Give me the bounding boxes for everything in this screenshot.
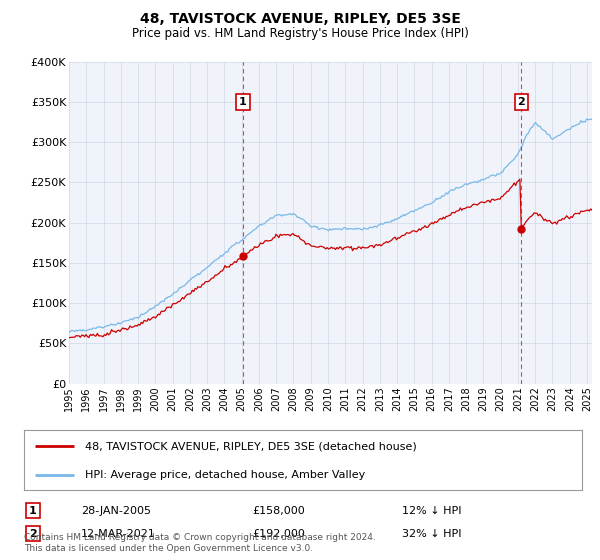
Text: Contains HM Land Registry data © Crown copyright and database right 2024.
This d: Contains HM Land Registry data © Crown c…: [24, 533, 376, 553]
Text: 12% ↓ HPI: 12% ↓ HPI: [402, 506, 461, 516]
Text: 1: 1: [29, 506, 37, 516]
Text: £192,000: £192,000: [252, 529, 305, 539]
Text: 12-MAR-2021: 12-MAR-2021: [81, 529, 156, 539]
Text: Price paid vs. HM Land Registry's House Price Index (HPI): Price paid vs. HM Land Registry's House …: [131, 27, 469, 40]
Text: 48, TAVISTOCK AVENUE, RIPLEY, DE5 3SE (detached house): 48, TAVISTOCK AVENUE, RIPLEY, DE5 3SE (d…: [85, 441, 417, 451]
Text: HPI: Average price, detached house, Amber Valley: HPI: Average price, detached house, Ambe…: [85, 470, 365, 480]
Text: 48, TAVISTOCK AVENUE, RIPLEY, DE5 3SE: 48, TAVISTOCK AVENUE, RIPLEY, DE5 3SE: [140, 12, 460, 26]
Text: 32% ↓ HPI: 32% ↓ HPI: [402, 529, 461, 539]
Text: 28-JAN-2005: 28-JAN-2005: [81, 506, 151, 516]
Text: 2: 2: [29, 529, 37, 539]
Text: £158,000: £158,000: [252, 506, 305, 516]
Text: 2: 2: [517, 97, 525, 107]
Text: 1: 1: [239, 97, 247, 107]
